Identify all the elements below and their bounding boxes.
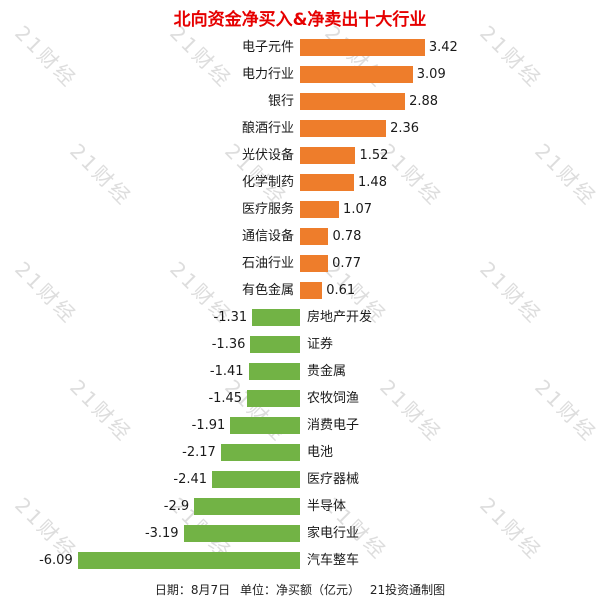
bar-value: 2.36	[390, 121, 420, 136]
bar-value: -2.17	[182, 445, 216, 460]
bar-row: 农牧饲渔 -1.45	[0, 385, 600, 412]
bar-value: 1.48	[358, 175, 387, 190]
bar-category-label: 有色金属	[241, 283, 294, 298]
bar-category-label: 电池	[307, 445, 334, 460]
bar-category-label: 医疗服务	[241, 202, 294, 217]
bar-row: 证券 -1.36	[0, 331, 600, 358]
bar-value: -2.41	[173, 472, 208, 487]
bar-value: -1.91	[191, 418, 226, 433]
positive-bar	[300, 174, 355, 191]
negative-bar	[212, 471, 300, 488]
bar-row: 酿酒行业 2.36	[0, 115, 600, 142]
bar-category-label: 通信设备	[241, 229, 294, 244]
bar-value: -3.19	[144, 526, 179, 541]
chart-footer: 日期：8月7日 单位：净买额（亿元） 21投资通制图	[0, 581, 600, 598]
negative-bar	[77, 552, 300, 569]
bar-value: -1.36	[211, 337, 246, 352]
bar-row: 房地产开发 -1.31	[0, 304, 600, 331]
bar-value: 3.09	[416, 67, 446, 82]
bar-value: -1.31	[213, 310, 248, 325]
positive-bar	[300, 66, 413, 83]
bar-row: 石油行业 0.77	[0, 250, 600, 277]
bar-category-label: 电力行业	[241, 67, 294, 82]
bar-category-label: 贵金属	[307, 364, 347, 379]
bar-value: -2.9	[163, 499, 190, 514]
bar-row: 通信设备 0.78	[0, 223, 600, 250]
bar-row: 汽车整车 -6.09	[0, 547, 600, 574]
bar-category-label: 光伏设备	[241, 148, 294, 163]
footer-unit-label: 单位：净买额（亿元）	[239, 583, 360, 597]
positive-bar	[300, 255, 329, 272]
bar-category-label: 家电行业	[307, 526, 360, 541]
bar-category-label: 石油行业	[241, 256, 294, 271]
bar-row: 消费电子 -1.91	[0, 412, 600, 439]
bar-row: 电子元件 3.42	[0, 34, 600, 61]
bar-category-label: 消费电子	[307, 418, 360, 433]
positive-bar	[300, 39, 425, 56]
negative-bar	[248, 363, 300, 380]
bar-category-label: 农牧饲渔	[307, 391, 360, 406]
negative-bar	[230, 417, 300, 434]
bar-category-label: 半导体	[307, 499, 347, 514]
bar-row: 半导体 -2.9	[0, 493, 600, 520]
negative-bar	[183, 525, 300, 542]
bar-value: 1.52	[359, 148, 389, 163]
bar-category-label: 电子元件	[241, 40, 294, 55]
bar-category-label: 银行	[267, 94, 294, 109]
positive-bar	[300, 201, 340, 218]
positive-bar	[300, 282, 323, 299]
chart-area: 电子元件 3.42 电力行业 3.09 银行 2.88 酿酒行业 2.36 光伏设备 1.52 化学…	[0, 34, 600, 578]
bar-row: 医疗服务 1.07	[0, 196, 600, 223]
bar-value: 0.61	[326, 283, 356, 298]
bar-row: 光伏设备 1.52	[0, 142, 600, 169]
footer-date-label: 日期：8月7日	[154, 583, 231, 597]
bar-row: 有色金属 0.61	[0, 277, 600, 304]
footer-credit-label: 21投资通制图	[369, 583, 446, 597]
negative-bar	[194, 498, 300, 515]
bar-row: 家电行业 -3.19	[0, 520, 600, 547]
positive-bar	[300, 93, 406, 110]
positive-bar	[300, 228, 329, 245]
bar-value: 1.07	[343, 202, 372, 217]
negative-bar	[252, 309, 300, 326]
bar-value: -1.45	[208, 391, 243, 406]
bar-category-label: 医疗器械	[307, 472, 360, 487]
positive-bar	[300, 147, 356, 164]
bar-row: 医疗器械 -2.41	[0, 466, 600, 493]
bar-category-label: 汽车整车	[307, 553, 360, 568]
bar-category-label: 房地产开发	[307, 310, 373, 325]
bar-value: 0.78	[332, 229, 362, 244]
bar-row: 电池 -2.17	[0, 439, 600, 466]
bar-row: 银行 2.88	[0, 88, 600, 115]
bar-value: 0.77	[332, 256, 362, 271]
negative-bar	[247, 390, 300, 407]
bar-row: 化学制药 1.48	[0, 169, 600, 196]
chart-title: 北向资金净买入&净卖出十大行业	[173, 10, 427, 30]
bar-row: 电力行业 3.09	[0, 61, 600, 88]
negative-bar	[220, 444, 300, 461]
negative-bar	[250, 336, 300, 353]
bar-value: 3.42	[428, 40, 458, 55]
bar-category-label: 化学制药	[241, 175, 294, 190]
bar-value: -6.09	[39, 553, 73, 568]
bar-category-label: 证券	[307, 337, 334, 352]
bar-value: -1.41	[209, 364, 244, 379]
bar-row: 贵金属 -1.41	[0, 358, 600, 385]
positive-bar	[300, 120, 387, 137]
bar-value: 2.88	[409, 94, 439, 109]
bar-category-label: 酿酒行业	[241, 121, 294, 136]
